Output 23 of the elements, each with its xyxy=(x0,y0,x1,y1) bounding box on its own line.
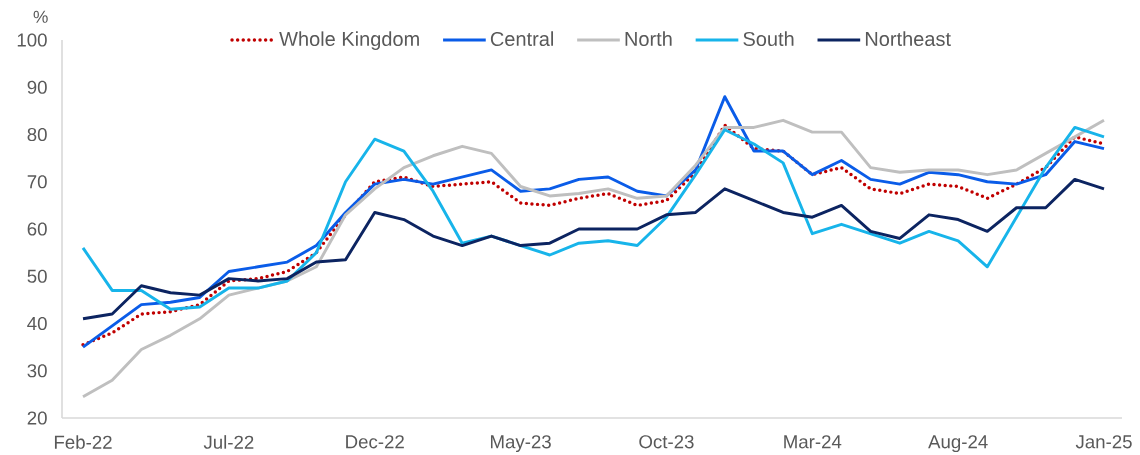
y-tick-label: 20 xyxy=(27,411,47,425)
y-tick-label: 60 xyxy=(27,222,47,236)
x-tick-label: Aug-24 xyxy=(928,435,988,453)
legend-label: South xyxy=(743,31,794,47)
y-tick-label: 100 xyxy=(17,33,47,47)
x-tick-label: Feb-22 xyxy=(54,435,112,449)
y-axis-title: % xyxy=(33,10,48,23)
legend-label: North xyxy=(625,31,672,47)
legend-label: Northeast xyxy=(865,31,951,47)
x-tick-label: Dec-22 xyxy=(346,435,404,449)
legend-label: Central xyxy=(490,31,553,47)
y-tick-label: 50 xyxy=(27,269,47,283)
x-tick-label: Jul-22 xyxy=(203,435,254,449)
y-tick-label: 90 xyxy=(27,80,47,94)
x-tick-label: Mar-24 xyxy=(784,435,842,449)
legend-label: Whole Kingdom xyxy=(279,31,419,50)
x-tick-label: Jan-25 xyxy=(1075,435,1132,449)
x-tick-label: Oct-23 xyxy=(639,435,694,449)
x-tick-label: May-23 xyxy=(490,435,551,453)
y-tick-label: 80 xyxy=(27,127,47,142)
y-tick-label: 30 xyxy=(27,364,47,378)
y-tick-label: 40 xyxy=(27,316,47,331)
y-tick-label: 70 xyxy=(27,175,47,189)
